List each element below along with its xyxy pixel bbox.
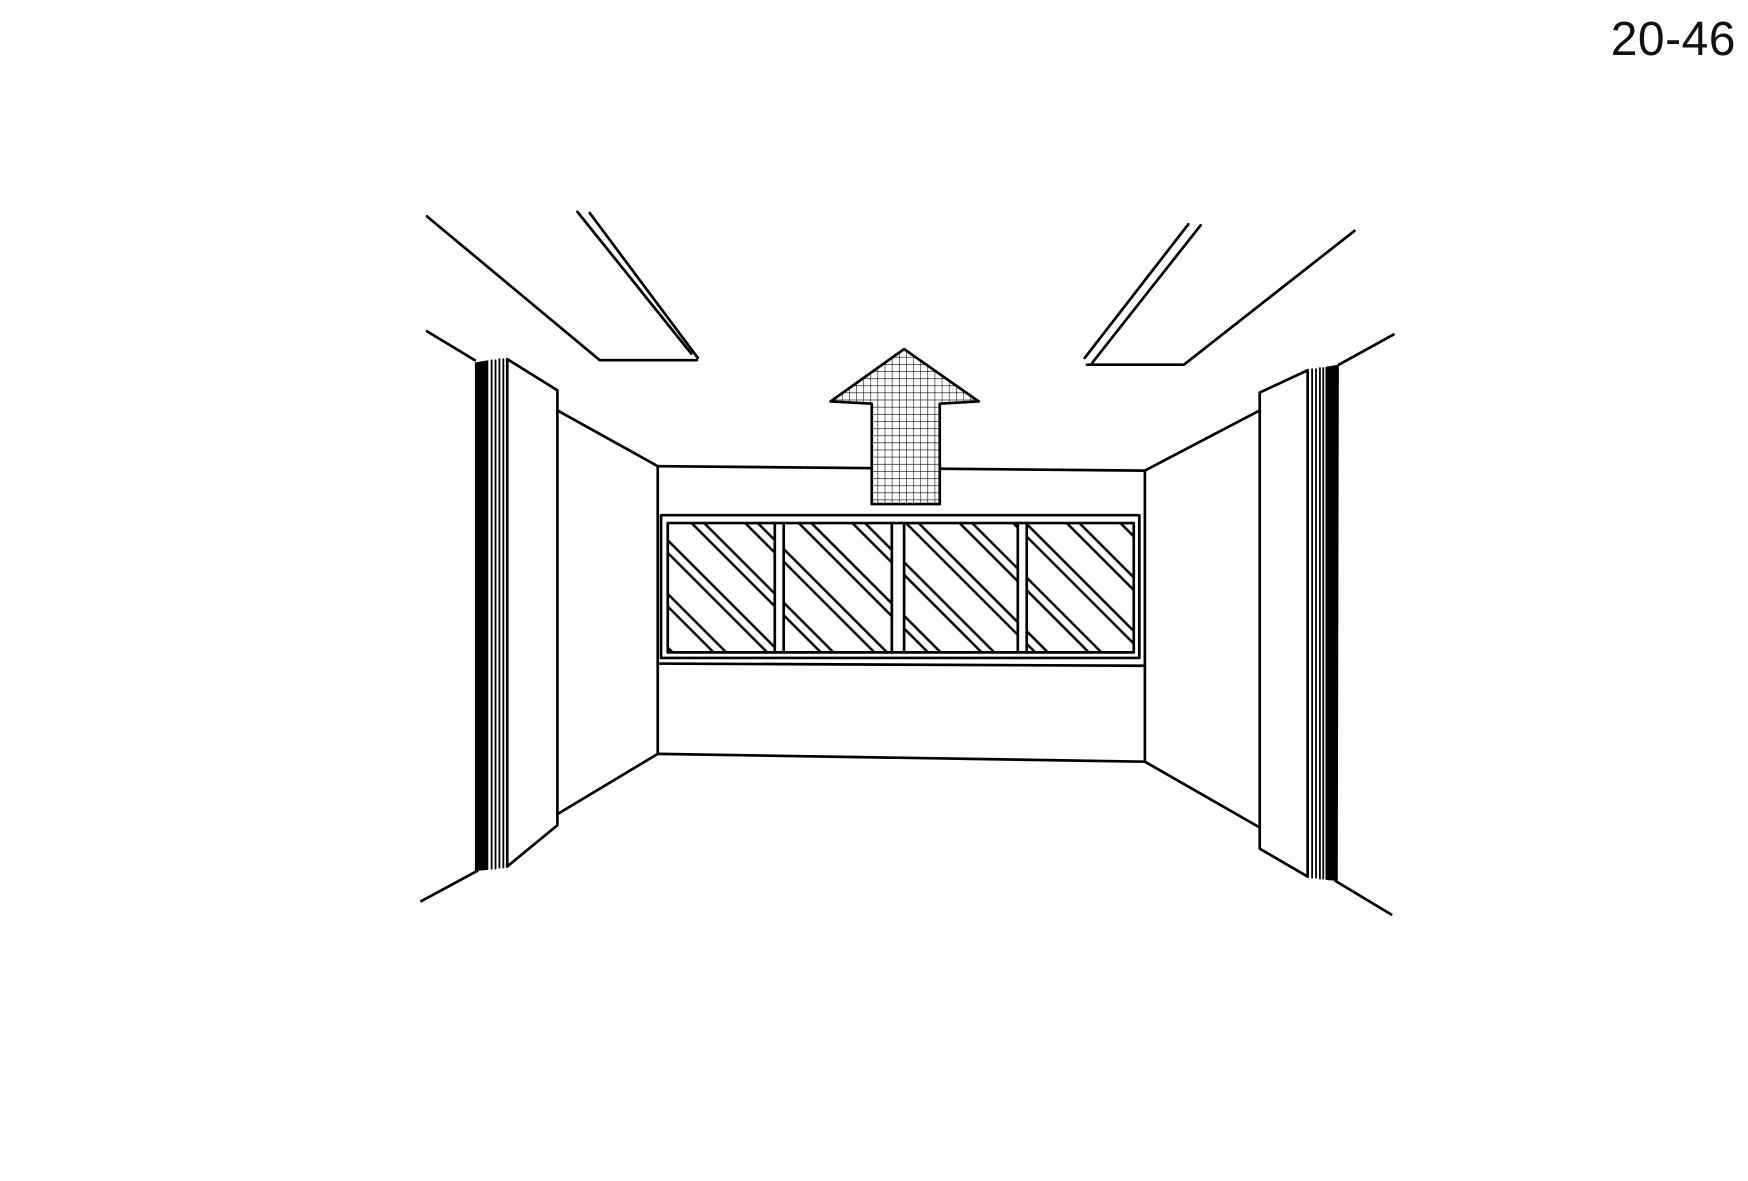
right-wall-top-edge xyxy=(1143,409,1262,472)
right-light-inner-edge xyxy=(1091,223,1202,364)
left-wall xyxy=(556,409,660,816)
window-sill-line xyxy=(656,662,1147,668)
window-pane xyxy=(1026,523,1134,653)
right-light-inner-edge xyxy=(1083,222,1190,360)
left-ceiling-edge xyxy=(425,329,477,362)
right-ceiling-light xyxy=(1083,222,1356,367)
left-light-inner-edge xyxy=(576,210,693,355)
right-ceiling-edge xyxy=(1337,333,1395,367)
left-light-outer-edge xyxy=(425,215,699,362)
arrow-grid-fill xyxy=(829,347,981,506)
right-pillar xyxy=(1258,333,1395,916)
right-pillar-face xyxy=(1258,368,1309,878)
right-wall xyxy=(1143,409,1262,829)
left-wall-top-edge xyxy=(556,409,660,468)
window-inner-frame xyxy=(666,521,1136,654)
left-ceiling-light xyxy=(425,210,700,362)
window-pane xyxy=(904,523,1018,653)
window-pane xyxy=(783,523,892,653)
left-light-inner-edge xyxy=(588,211,700,360)
left-pillar xyxy=(420,329,559,903)
left-floor-edge xyxy=(420,869,479,903)
window-outer-frame xyxy=(659,513,1141,660)
left-wall-bottom-edge xyxy=(556,752,660,816)
window xyxy=(659,513,1141,660)
back-wall-bottom-edge xyxy=(656,752,1147,764)
up-arrow-icon xyxy=(829,347,981,506)
page-number: 20-46 xyxy=(1610,13,1736,66)
right-wall-bottom-edge xyxy=(1143,760,1262,829)
left-pillar-dark-strip xyxy=(474,360,489,871)
right-pillar-dark-strip xyxy=(1325,364,1339,882)
window-pane xyxy=(667,523,775,653)
right-floor-edge xyxy=(1334,879,1393,916)
left-pillar-face xyxy=(505,357,559,868)
right-light-outer-edge xyxy=(1085,229,1356,367)
